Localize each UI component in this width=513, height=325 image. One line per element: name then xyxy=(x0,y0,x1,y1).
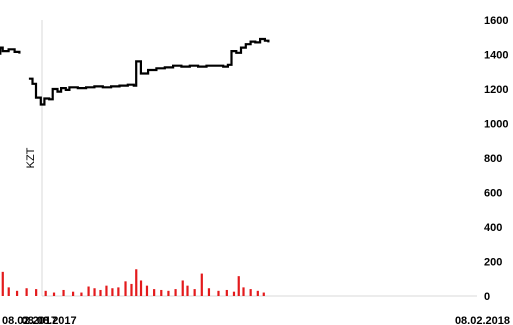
volume-bar xyxy=(167,290,170,296)
y-tick-labels: 0 200 400 600 800 1000 1200 1400 1600 xyxy=(484,15,508,303)
volume-bar xyxy=(52,292,56,296)
volume-bar xyxy=(99,289,102,296)
volume-bar xyxy=(153,289,156,296)
volume-bar xyxy=(93,288,96,296)
y-axis-title: KZT xyxy=(25,147,37,168)
volume-bar xyxy=(117,287,120,296)
volume-bar xyxy=(105,285,108,296)
price-line xyxy=(28,37,270,106)
volume-bar xyxy=(186,285,189,296)
volume-bar xyxy=(200,273,203,296)
y-tick-label: 0 xyxy=(484,291,490,303)
y-tick-label: 1000 xyxy=(484,119,508,131)
volume-bar xyxy=(160,289,163,296)
x-tick-label: 08.02.2017 xyxy=(2,315,57,325)
x-tick-label: 08.02.2018 xyxy=(455,315,510,325)
volume-bar xyxy=(130,283,133,296)
volume-bar xyxy=(262,292,265,296)
price-line xyxy=(0,46,21,55)
line-series xyxy=(0,37,270,106)
volume-bar xyxy=(62,289,65,296)
volume-bar xyxy=(87,286,90,296)
volume-bar xyxy=(225,289,228,296)
volume-bar xyxy=(145,285,149,296)
volume-bar xyxy=(35,289,38,296)
volume-bar xyxy=(80,292,83,296)
volume-bar xyxy=(249,289,252,296)
volume-bar xyxy=(232,291,236,296)
volume-bar xyxy=(44,290,47,296)
y-tick-label: 600 xyxy=(484,188,502,200)
volume-bar xyxy=(193,289,196,296)
volume-bar xyxy=(242,287,245,296)
volume-bar xyxy=(124,281,127,296)
volume-bar xyxy=(1,271,4,296)
y-tick-label: 200 xyxy=(484,257,502,269)
volume-bar xyxy=(135,269,138,296)
volume-bar xyxy=(111,288,114,296)
volume-bar xyxy=(15,290,19,296)
y-tick-label: 1600 xyxy=(484,15,508,27)
bar-series xyxy=(1,269,265,296)
y-tick-label: 400 xyxy=(484,222,502,234)
volume-bar xyxy=(25,288,28,296)
volume-bar xyxy=(181,280,184,296)
y-tick-label: 1400 xyxy=(484,50,508,62)
chart-axes xyxy=(41,20,477,297)
volume-bar xyxy=(207,288,211,296)
volume-bar xyxy=(139,280,143,296)
y-tick-label: 1200 xyxy=(484,84,508,96)
volume-bar xyxy=(71,291,75,296)
volume-bar xyxy=(256,290,259,296)
volume-bar xyxy=(174,289,177,296)
y-tick-label: 800 xyxy=(484,153,502,165)
volume-bar xyxy=(237,276,240,296)
volume-bar xyxy=(7,287,10,296)
x-tick-label: 08.08.2017 xyxy=(22,315,77,325)
volume-bar xyxy=(217,290,220,296)
